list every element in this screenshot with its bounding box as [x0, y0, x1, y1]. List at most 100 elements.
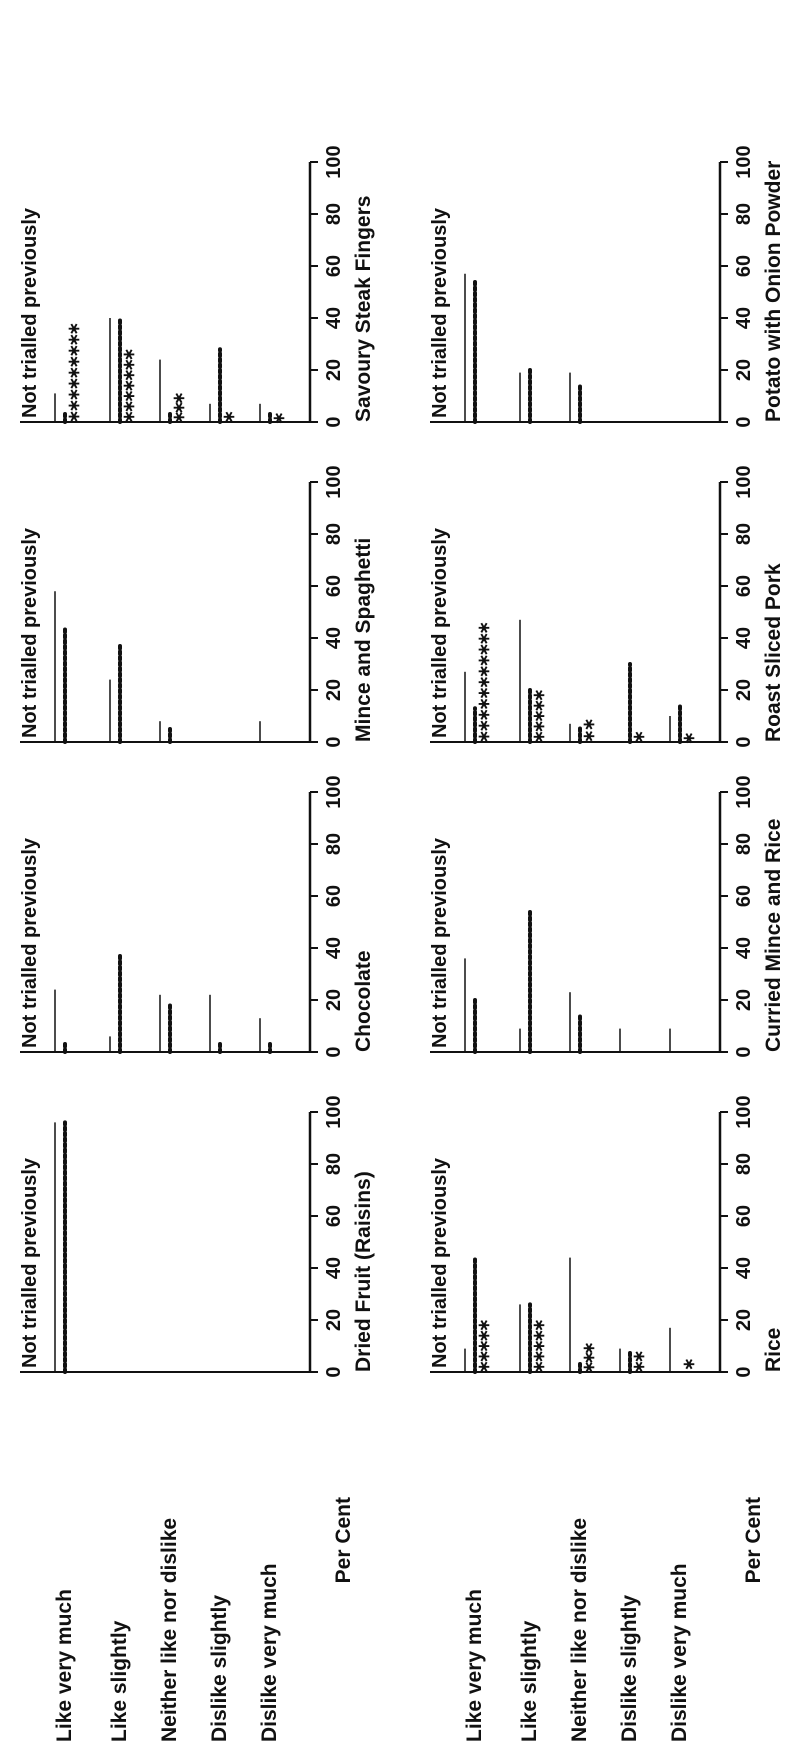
bar-star: ∗ — [476, 665, 493, 678]
x-tick-label: 100 — [733, 1095, 755, 1128]
bar-star: ∗ — [681, 731, 698, 744]
chart-panel-5: 0 20 40 60 80 100 Rice Not trialled previously ∗… — [429, 1095, 785, 1377]
x-tick-label: 0 — [733, 1366, 755, 1377]
bar-star: ∗ — [531, 720, 548, 733]
x-tick-label: 0 — [323, 1366, 345, 1377]
chart-title: Roast Sliced Pork — [762, 563, 785, 742]
bar-star: ∗ — [221, 410, 238, 423]
category-label: Like slightly — [108, 1620, 131, 1742]
bar-star: ∗ — [66, 355, 83, 368]
bar-star: ∗ — [121, 358, 138, 371]
x-tick-label: 100 — [733, 145, 755, 178]
bar-star: ∗ — [531, 1318, 548, 1331]
bar-star: ∗ — [171, 401, 188, 414]
category-label: Like slightly — [518, 1620, 541, 1742]
category-label: Like very much — [463, 1589, 486, 1742]
x-tick-label: 80 — [323, 1153, 345, 1175]
x-tick-label: 20 — [323, 989, 345, 1011]
x-tick-label: 20 — [733, 359, 755, 381]
bar-star: ∗ — [66, 366, 83, 379]
annotation-label: Not trialled previously — [429, 207, 451, 418]
x-tick-label: 100 — [733, 465, 755, 498]
bar-star: ∗ — [121, 389, 138, 402]
bar-star: ∗ — [531, 709, 548, 722]
bar-star: ∗ — [66, 333, 83, 346]
chart-panel-4: 0 20 40 60 80 100 Savoury Steak Fingers Not tri… — [19, 145, 375, 427]
bar-star: ∗ — [476, 621, 493, 634]
x-tick-label: 80 — [733, 1153, 755, 1175]
x-tick-label: 20 — [323, 679, 345, 701]
annotation-label: Not trialled previously — [19, 207, 41, 418]
annotation-label: Not trialled previously — [429, 837, 451, 1048]
bar-star: ∗ — [121, 379, 138, 392]
bar-star: ∗ — [476, 708, 493, 721]
chart-title: Dried Fruit (Raisins) — [352, 1171, 375, 1372]
annotation-label: Not trialled previously — [19, 1157, 41, 1368]
bar-star: ∗ — [531, 1350, 548, 1363]
chart-title: Curried Mince and Rice — [762, 819, 785, 1052]
bar-star: ∗ — [631, 1360, 648, 1373]
bar-star: ∗ — [476, 730, 493, 743]
bar-star: ∗ — [66, 377, 83, 390]
x-tick-label: 60 — [733, 885, 755, 907]
bar-star: ∗ — [476, 1350, 493, 1363]
bar-star: ∗ — [631, 730, 648, 743]
x-tick-label: 40 — [323, 307, 345, 329]
category-label: Dislike very much — [258, 1563, 281, 1742]
category-label: Dislike slightly — [618, 1595, 641, 1742]
x-tick-label: 60 — [323, 1205, 345, 1227]
bar-star: ∗ — [171, 411, 188, 424]
x-tick-label: 20 — [323, 1309, 345, 1331]
category-label: Dislike slightly — [208, 1595, 231, 1742]
bar-star: ∗ — [66, 399, 83, 412]
x-tick-label: 100 — [733, 775, 755, 808]
bar-star: ∗ — [66, 344, 83, 357]
bar-star: ∗ — [631, 1350, 648, 1363]
category-label: Neither like nor dislike — [568, 1518, 591, 1742]
x-tick-label: 40 — [323, 627, 345, 649]
bar-star: ∗ — [121, 400, 138, 413]
annotation-label: Not trialled previously — [429, 527, 451, 738]
chart-panel-2: 0 20 40 60 80 100 Chocolate Not trialled previo… — [19, 775, 375, 1057]
x-tick-label: 100 — [323, 465, 345, 498]
bar-star: ∗ — [476, 1329, 493, 1342]
x-tick-label: 40 — [323, 937, 345, 959]
x-tick-label: 60 — [733, 1205, 755, 1227]
x-tick-label: 100 — [323, 775, 345, 808]
bar-star: ∗ — [476, 643, 493, 656]
bar-star: ∗ — [476, 686, 493, 699]
bar-star: ∗ — [476, 719, 493, 732]
bar-star: ∗ — [581, 1341, 598, 1354]
row-labels-2: Like very much Like slightly Neither like … — [463, 1497, 765, 1742]
bar-star: ∗ — [476, 632, 493, 645]
x-tick-label: 20 — [733, 989, 755, 1011]
bar-star: ∗ — [121, 368, 138, 381]
x-tick-label: 0 — [323, 736, 345, 747]
x-tick-label: 80 — [733, 833, 755, 855]
x-tick-label: 0 — [733, 416, 755, 427]
bar-star: ∗ — [581, 718, 598, 731]
x-tick-label: 0 — [733, 736, 755, 747]
bar-star: ∗ — [171, 391, 188, 404]
x-tick-label: 60 — [323, 575, 345, 597]
x-tick-label: 100 — [323, 1095, 345, 1128]
bar-star: ∗ — [476, 1339, 493, 1352]
bar-star: ∗ — [581, 729, 598, 742]
x-tick-label: 80 — [733, 203, 755, 225]
chart-panel-1: 0 20 40 60 80 100 Dried Fruit (Raisins) Not tri… — [19, 1095, 375, 1377]
bar-star: ∗ — [531, 730, 548, 743]
x-axis-label: Per Cent — [742, 1497, 765, 1583]
bar-star: ∗ — [531, 1360, 548, 1373]
bar-star: ∗ — [476, 1360, 493, 1373]
x-axis-label: Per Cent — [332, 1497, 355, 1583]
bar-star: ∗ — [476, 675, 493, 688]
chart-title: Rice — [762, 1328, 785, 1372]
annotation-label: Not trialled previously — [19, 837, 41, 1048]
x-tick-label: 80 — [323, 523, 345, 545]
bar-star: ∗ — [531, 688, 548, 701]
bar-star: ∗ — [271, 411, 288, 424]
x-tick-label: 0 — [323, 1046, 345, 1057]
bar-star: ∗ — [121, 348, 138, 361]
